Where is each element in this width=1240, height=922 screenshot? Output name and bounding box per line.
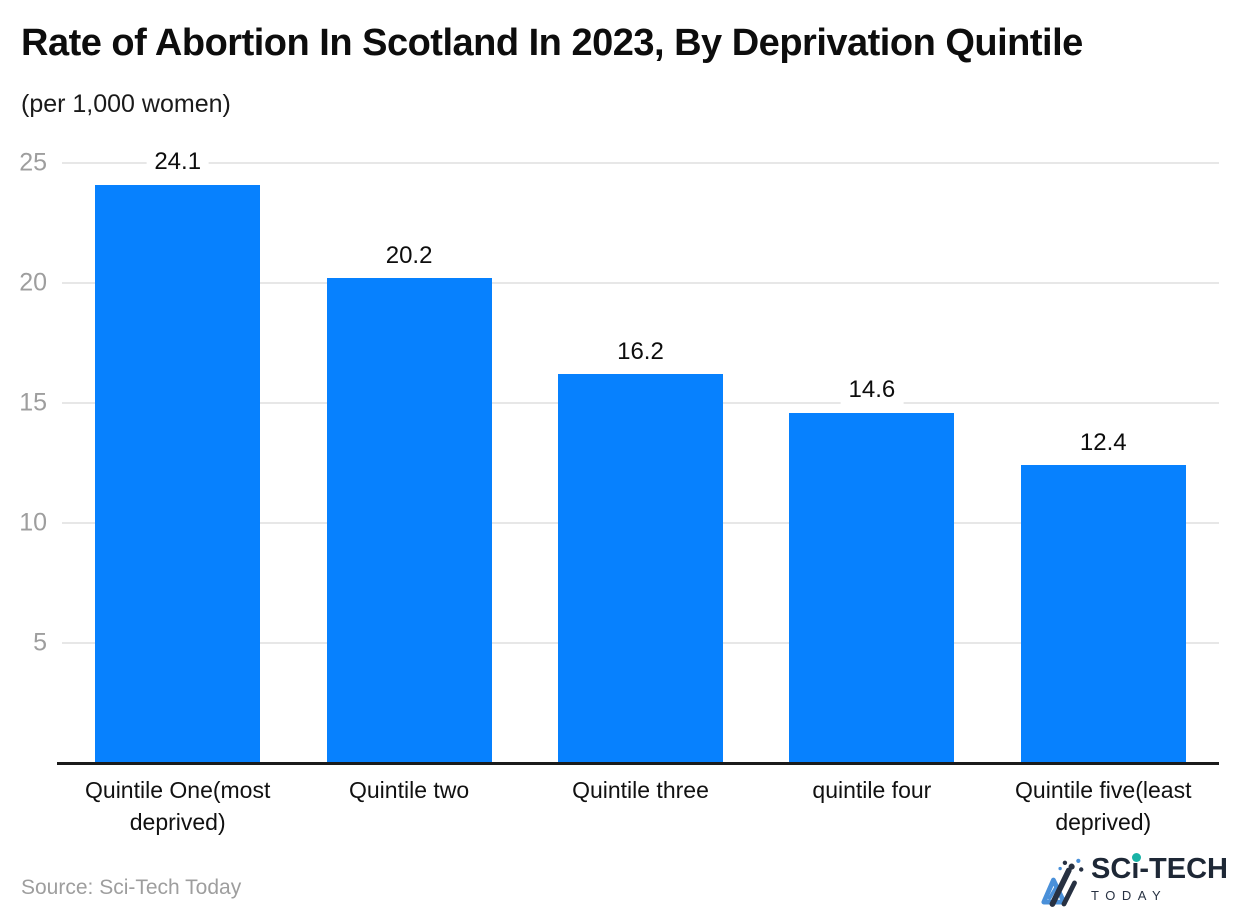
scitech-logo: SCi-TECH TODAY [1040, 853, 1228, 912]
bar-band: 12.4 [988, 163, 1219, 763]
source-credit: Source: Sci-Tech Today [21, 876, 242, 899]
gridline [62, 162, 1219, 164]
gridline [62, 282, 1219, 284]
y-axis: 5 10 15 20 25 [0, 150, 47, 763]
y-tick-label: 15 [19, 388, 47, 417]
scitech-tagline: TODAY [1091, 888, 1168, 903]
x-category-label: quintile four [812, 777, 932, 803]
scitech-logo-text: SCi-TECH TODAY [1091, 853, 1228, 903]
bars: 24.1 20.2 16.2 14.6 12.4 [62, 148, 1219, 763]
y-tick-label: 10 [19, 508, 47, 537]
bar-value-label: 16.2 [609, 337, 672, 367]
bar-band: 14.6 [756, 163, 987, 763]
x-category-label: Quintile One(most deprived) [85, 777, 271, 836]
bar-2 [326, 278, 492, 763]
bar-value-label: 24.1 [146, 148, 210, 177]
x-category-label: Quintile three [572, 777, 709, 803]
bar-band: 16.2 [525, 163, 756, 763]
bar-band: 20.2 [293, 163, 524, 763]
x-axis-labels: Quintile One(most deprived) Quintile two Q… [62, 774, 1219, 838]
bar-value-label: 20.2 [377, 241, 441, 271]
y-tick-label: 25 [19, 148, 47, 177]
chart-title: Rate of Abortion In Scotland In 2023, By… [21, 22, 1083, 64]
bar-value-label: 14.6 [840, 376, 904, 405]
plot-area: 24.1 20.2 16.2 14.6 12.4 [57, 148, 1219, 765]
bar-value-label: 12.4 [1071, 429, 1135, 458]
check-dot-icon [1132, 853, 1142, 862]
chart-subtitle: (per 1,000 women) [21, 90, 231, 118]
y-tick-label: 5 [33, 628, 47, 657]
bar-1 [95, 184, 261, 763]
scitech-logo-icon [1040, 855, 1086, 912]
x-axis-line [57, 762, 1219, 765]
x-category-label: Quintile two [349, 777, 470, 803]
bar-band: 24.1 [62, 148, 293, 763]
y-tick-label: 20 [19, 268, 47, 297]
scitech-brand: SCi-TECH [1091, 853, 1228, 885]
bar-4 [789, 412, 955, 763]
bar-5 [1020, 465, 1186, 763]
x-category-label: Quintile five(least deprived) [1015, 777, 1192, 836]
bar-3 [557, 374, 723, 763]
